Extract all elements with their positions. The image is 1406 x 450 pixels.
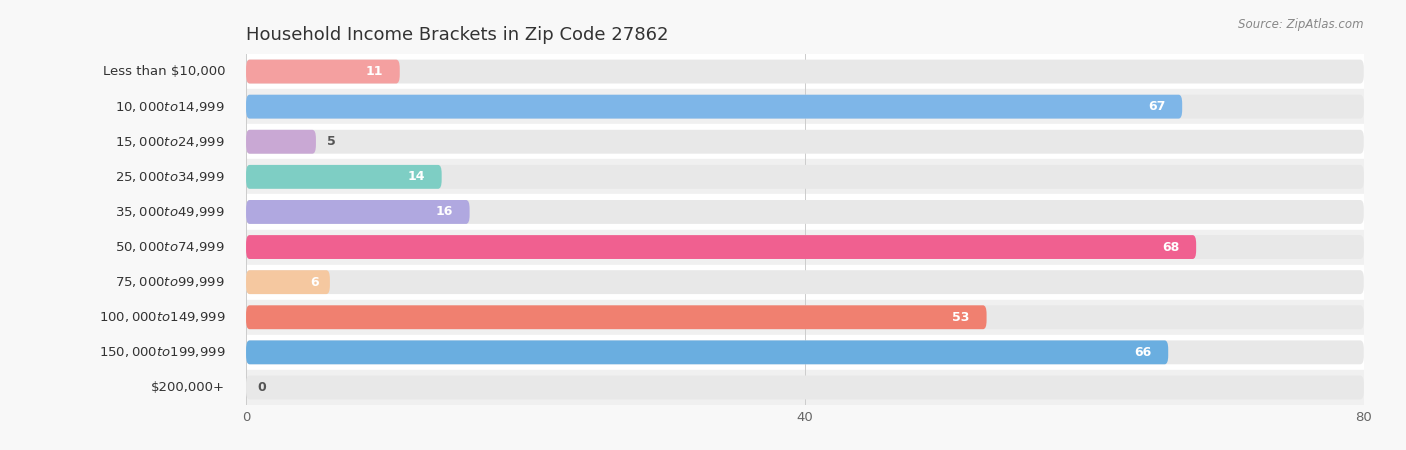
- Text: Source: ZipAtlas.com: Source: ZipAtlas.com: [1239, 18, 1364, 31]
- Text: 67: 67: [1149, 100, 1166, 113]
- Bar: [246, 159, 1364, 194]
- Text: 53: 53: [952, 311, 970, 324]
- Bar: [246, 370, 1364, 405]
- FancyBboxPatch shape: [246, 270, 330, 294]
- Text: $50,000 to $74,999: $50,000 to $74,999: [115, 240, 225, 254]
- Text: $100,000 to $149,999: $100,000 to $149,999: [98, 310, 225, 324]
- FancyBboxPatch shape: [246, 94, 1182, 119]
- Text: 14: 14: [408, 171, 425, 183]
- FancyBboxPatch shape: [246, 94, 1364, 119]
- Text: $10,000 to $14,999: $10,000 to $14,999: [115, 99, 225, 114]
- Bar: [246, 124, 1364, 159]
- Text: 6: 6: [311, 276, 319, 288]
- Bar: [246, 89, 1364, 124]
- Bar: [246, 54, 1364, 89]
- FancyBboxPatch shape: [246, 130, 316, 154]
- Text: $35,000 to $49,999: $35,000 to $49,999: [115, 205, 225, 219]
- FancyBboxPatch shape: [246, 305, 987, 329]
- Text: Household Income Brackets in Zip Code 27862: Household Income Brackets in Zip Code 27…: [246, 26, 668, 44]
- Text: $200,000+: $200,000+: [150, 381, 225, 394]
- FancyBboxPatch shape: [246, 130, 1364, 154]
- Text: $75,000 to $99,999: $75,000 to $99,999: [115, 275, 225, 289]
- Text: Less than $10,000: Less than $10,000: [103, 65, 225, 78]
- FancyBboxPatch shape: [246, 59, 1364, 84]
- FancyBboxPatch shape: [246, 200, 1364, 224]
- FancyBboxPatch shape: [246, 340, 1364, 364]
- Text: 16: 16: [436, 206, 453, 218]
- Text: 68: 68: [1163, 241, 1180, 253]
- FancyBboxPatch shape: [246, 340, 1168, 364]
- FancyBboxPatch shape: [246, 200, 470, 224]
- Bar: [246, 194, 1364, 230]
- FancyBboxPatch shape: [246, 235, 1364, 259]
- FancyBboxPatch shape: [246, 235, 1197, 259]
- Bar: [246, 230, 1364, 265]
- Bar: [246, 265, 1364, 300]
- Text: 5: 5: [328, 135, 336, 148]
- FancyBboxPatch shape: [246, 59, 399, 84]
- Text: 0: 0: [257, 381, 266, 394]
- FancyBboxPatch shape: [246, 165, 441, 189]
- FancyBboxPatch shape: [246, 375, 1364, 400]
- Text: 66: 66: [1135, 346, 1152, 359]
- Text: $150,000 to $199,999: $150,000 to $199,999: [98, 345, 225, 360]
- Bar: [246, 335, 1364, 370]
- Text: $25,000 to $34,999: $25,000 to $34,999: [115, 170, 225, 184]
- FancyBboxPatch shape: [246, 165, 1364, 189]
- Text: 11: 11: [366, 65, 382, 78]
- Text: $15,000 to $24,999: $15,000 to $24,999: [115, 135, 225, 149]
- FancyBboxPatch shape: [246, 270, 1364, 294]
- Bar: [246, 300, 1364, 335]
- FancyBboxPatch shape: [246, 305, 1364, 329]
